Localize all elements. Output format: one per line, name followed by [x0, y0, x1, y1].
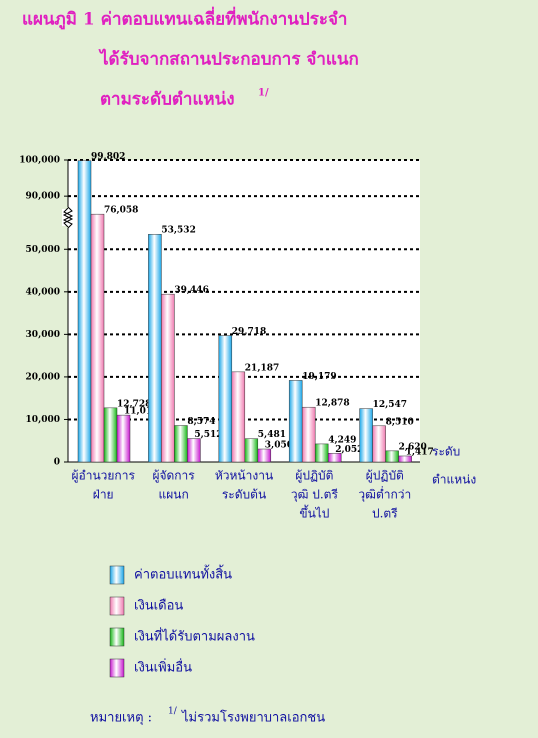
x-axis-label: ตำแหน่ง — [432, 473, 476, 487]
legend-label: เงินเดือน — [134, 598, 183, 614]
bar — [218, 335, 233, 463]
bar — [161, 293, 175, 463]
legend-swatch — [109, 658, 125, 678]
legend-swatch — [109, 627, 125, 647]
chart-title: ได้รับจากสถานประกอบการ จำแนก — [98, 49, 359, 70]
bar — [372, 425, 386, 463]
y-tick-label: 90,000 — [26, 192, 60, 202]
chart-title: แผนภูมิ 1 ค่าตอบแทนเฉลี่ยที่พนักงานประจำ — [22, 7, 347, 31]
title-note: 1/ — [258, 88, 269, 99]
value-label: 5,512 — [194, 430, 222, 440]
y-tick-label: 100,000 — [19, 156, 60, 166]
bar — [301, 406, 316, 463]
x-tick-label: ป.ตรี — [372, 507, 398, 521]
value-label: 12,547 — [373, 400, 407, 410]
bar — [77, 160, 92, 463]
note-label: หมายเหตุ : — [90, 711, 152, 726]
x-axis-label: ระดับ — [432, 445, 460, 459]
axis-break — [62, 207, 74, 229]
x-tick-label: หัวหน้างาน — [215, 469, 273, 483]
bar — [148, 233, 162, 463]
bar — [116, 414, 131, 463]
value-label: 8,510 — [386, 417, 414, 427]
x-tick-label: ผู้ปฏิบัติ — [366, 469, 404, 484]
value-label: 76,058 — [104, 206, 138, 216]
value-label: 3,050 — [265, 441, 293, 451]
value-label: 1,417 — [406, 447, 434, 457]
note-text: ไม่รวมโรงพยาบาลเอกชน — [181, 710, 325, 726]
bar — [288, 380, 303, 463]
x-tick-label: ผู้ปฏิบัติ — [295, 469, 333, 484]
bar — [385, 450, 399, 463]
legend-swatch — [109, 565, 125, 585]
x-tick-label: วุฒิ ป.ตรี — [291, 488, 339, 503]
x-tick-label: ขึ้นไป — [299, 505, 329, 521]
value-label: 11,016 — [124, 407, 158, 417]
bar — [90, 213, 105, 463]
value-label: 2,052 — [335, 445, 363, 455]
axis-break — [62, 209, 420, 226]
value-label: 4,249 — [328, 435, 356, 445]
y-tick-label: 10,000 — [26, 415, 60, 425]
bar — [244, 438, 259, 463]
y-tick-label: 20,000 — [26, 372, 60, 382]
value-label: 12,728 — [117, 399, 151, 409]
value-label: 5,481 — [258, 430, 286, 440]
y-tick-label: 50,000 — [26, 245, 60, 255]
legend-label: เงินที่ได้รับตามผลงาน — [134, 628, 255, 645]
value-label: 39,446 — [174, 286, 208, 296]
value-label: 21,187 — [245, 363, 279, 373]
bar — [314, 443, 329, 463]
bar — [359, 408, 373, 463]
bar — [257, 448, 272, 463]
axis-break — [62, 206, 74, 228]
bar — [231, 371, 246, 463]
value-label: 99,802 — [91, 152, 125, 162]
y-tick-label: 0 — [54, 458, 60, 468]
bar — [398, 455, 412, 463]
legend-label: ค่าตอบแทนทั้งสิ้น — [134, 565, 232, 583]
value-label: 8,574 — [187, 417, 215, 427]
bar — [327, 453, 342, 463]
x-tick-label: แผนก — [158, 488, 188, 502]
x-tick-label: ฝ่าย — [93, 488, 114, 502]
y-tick-label: 40,000 — [26, 287, 60, 297]
value-label: 29,718 — [232, 327, 266, 337]
legend-label: เงินเพิ่มอื่น — [134, 659, 192, 676]
note-mark: 1/ — [168, 707, 178, 717]
bar — [103, 407, 118, 463]
bar — [174, 425, 188, 463]
legend-swatch — [109, 596, 125, 616]
value-label: 19,179 — [302, 372, 336, 382]
x-tick-label: ระดับต้น — [222, 488, 266, 502]
value-label: 2,620 — [399, 442, 427, 452]
bar — [187, 438, 201, 463]
value-label: 53,532 — [161, 226, 195, 236]
chart-title: ตามระดับตำแหน่ง — [100, 90, 235, 110]
x-tick-label: วุฒิต่ำกว่า — [358, 486, 411, 503]
x-tick-label: ผู้จัดการ — [152, 469, 195, 484]
value-label: 12,878 — [315, 399, 349, 409]
x-tick-label: ผู้อำนวยการ — [71, 469, 135, 484]
y-tick-label: 30,000 — [26, 330, 60, 340]
